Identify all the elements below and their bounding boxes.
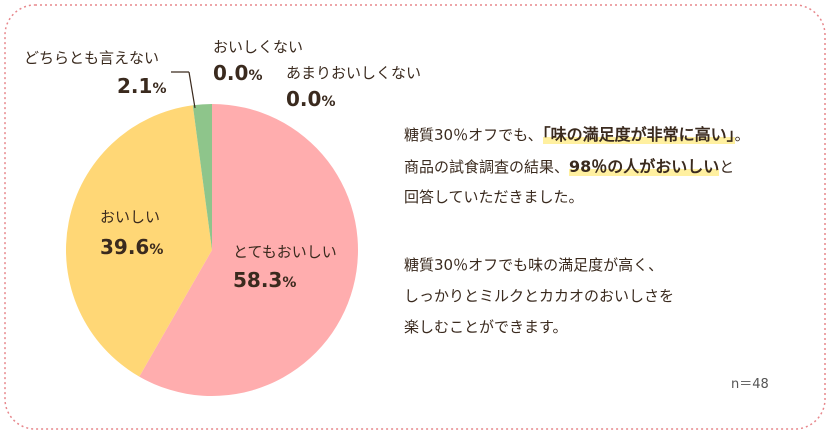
desc-line-5: しっかりとミルクとカカオのおいしさを <box>404 287 675 305</box>
desc-line-4: 糖質30％オフでも味の満足度が高く、 <box>404 256 664 274</box>
sample-size-note: n＝48 <box>731 377 769 392</box>
label-amari: あまりおいしくない <box>286 64 422 82</box>
pct-totemo: 58.3% <box>233 268 297 292</box>
desc-line-6: 楽しむことができます。 <box>404 318 568 336</box>
label-dochira: どちらとも言えない <box>24 49 160 67</box>
desc-line-2: 商品の試食調査の結果、98％の人がおいしいと <box>404 157 735 176</box>
label-oishikunai: おいしくない <box>213 38 304 56</box>
desc-line-1: 糖質30％オフでも、「味の満足度が非常に高い」。 <box>404 125 750 144</box>
slice-oishii <box>66 105 212 377</box>
label-totemo: とてもおいしい <box>233 243 337 261</box>
pct-amari: 0.0% <box>286 87 336 111</box>
pct-oishikunai: 0.0% <box>213 61 263 85</box>
slice-dochira <box>192 104 212 250</box>
desc-line-3: 回答していただきました。 <box>404 188 584 206</box>
label-oishii: おいしい <box>100 208 161 226</box>
slice-totemo-oishii <box>139 104 359 396</box>
pct-dochira: 2.1% <box>117 74 167 98</box>
pct-oishii: 39.6% <box>100 235 164 259</box>
leader-line-diag <box>188 71 196 109</box>
